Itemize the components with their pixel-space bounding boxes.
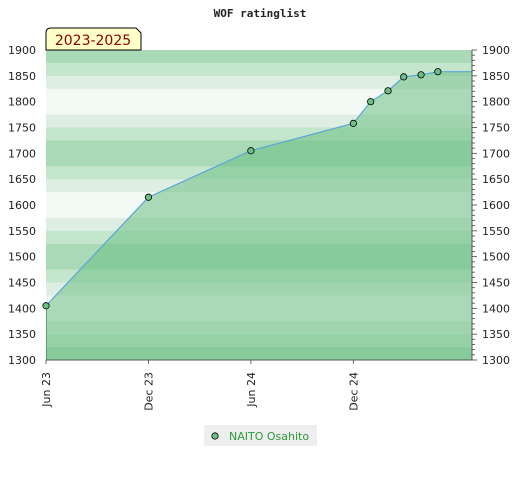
y-tick-label-right: 1900 bbox=[482, 44, 510, 57]
y-tick-label-right: 1450 bbox=[482, 277, 510, 290]
background-band bbox=[46, 88, 472, 102]
data-point bbox=[349, 119, 357, 127]
y-tick-label-left: 1700 bbox=[8, 147, 36, 160]
chart-title: WOF ratinglist bbox=[214, 7, 307, 20]
data-point bbox=[417, 71, 425, 79]
data-point bbox=[42, 302, 50, 310]
y-tick-label-right: 1800 bbox=[482, 96, 510, 109]
x-axis-labels: Jun 23 Dec 23 Jun 24 Dec 24 bbox=[40, 372, 360, 411]
data-point bbox=[400, 73, 408, 81]
legend-marker bbox=[211, 432, 219, 440]
axes bbox=[45, 49, 477, 364]
y-tick-label-left: 1850 bbox=[8, 70, 36, 83]
y-tick-label-right: 1700 bbox=[482, 147, 510, 160]
data-point bbox=[384, 87, 392, 95]
data-point bbox=[247, 147, 255, 155]
y-tick-label-left: 1300 bbox=[8, 354, 36, 367]
y-tick-label-left: 1450 bbox=[8, 277, 36, 290]
y-tick-label-left: 1750 bbox=[8, 122, 36, 135]
y-tick-label-right: 1300 bbox=[482, 354, 510, 367]
area-layer bbox=[46, 71, 472, 360]
y-tick-label-right: 1400 bbox=[482, 302, 510, 315]
x-tick-label: Dec 24 bbox=[347, 372, 360, 411]
y-tick-label-right: 1850 bbox=[482, 70, 510, 83]
data-point bbox=[434, 68, 442, 76]
period-badge-text: 2023-2025 bbox=[55, 33, 131, 49]
legend-label: NAITO Osahito bbox=[229, 430, 309, 443]
background-band bbox=[46, 75, 472, 90]
x-tick-label: Jun 23 bbox=[40, 372, 53, 408]
y-tick-label-left: 1350 bbox=[8, 328, 36, 341]
y-tick-label-right: 1750 bbox=[482, 122, 510, 135]
y-tick-label-left: 1400 bbox=[8, 302, 36, 315]
series-area bbox=[46, 71, 472, 360]
y-tick-label-left: 1900 bbox=[8, 44, 36, 57]
y-tick-label-right: 1600 bbox=[482, 199, 510, 212]
y-tick-label-left: 1800 bbox=[8, 96, 36, 109]
background-band bbox=[46, 50, 472, 64]
data-point bbox=[144, 193, 153, 201]
y-tick-label-left: 1650 bbox=[8, 173, 36, 186]
y-tick-label-right: 1500 bbox=[482, 251, 510, 264]
y-tick-label-left: 1550 bbox=[8, 225, 36, 238]
background-band bbox=[46, 62, 472, 77]
period-badge: 2023-2025 bbox=[45, 27, 142, 51]
y-axis-left-labels: 1300 1350 1400 1450 1500 1550 1600 1650 1700 1750… bbox=[8, 44, 36, 367]
x-tick-label: Jun 24 bbox=[245, 372, 258, 408]
data-point bbox=[367, 98, 375, 106]
y-axis-right-labels: 1300 1350 1400 1450 1500 1550 1600 1650 1700 1750… bbox=[482, 44, 510, 367]
series-line bbox=[46, 71, 472, 307]
y-tick-label-right: 1550 bbox=[482, 225, 510, 238]
y-tick-label-left: 1600 bbox=[8, 199, 36, 212]
y-tick-label-right: 1650 bbox=[482, 173, 510, 186]
y-tick-label-right: 1350 bbox=[482, 328, 510, 341]
y-tick-label-left: 1500 bbox=[8, 251, 36, 264]
legend[interactable]: NAITO Osahito bbox=[204, 425, 317, 446]
legend-box bbox=[204, 425, 317, 446]
points-layer bbox=[42, 68, 442, 310]
x-tick-label: Dec 23 bbox=[142, 372, 155, 411]
